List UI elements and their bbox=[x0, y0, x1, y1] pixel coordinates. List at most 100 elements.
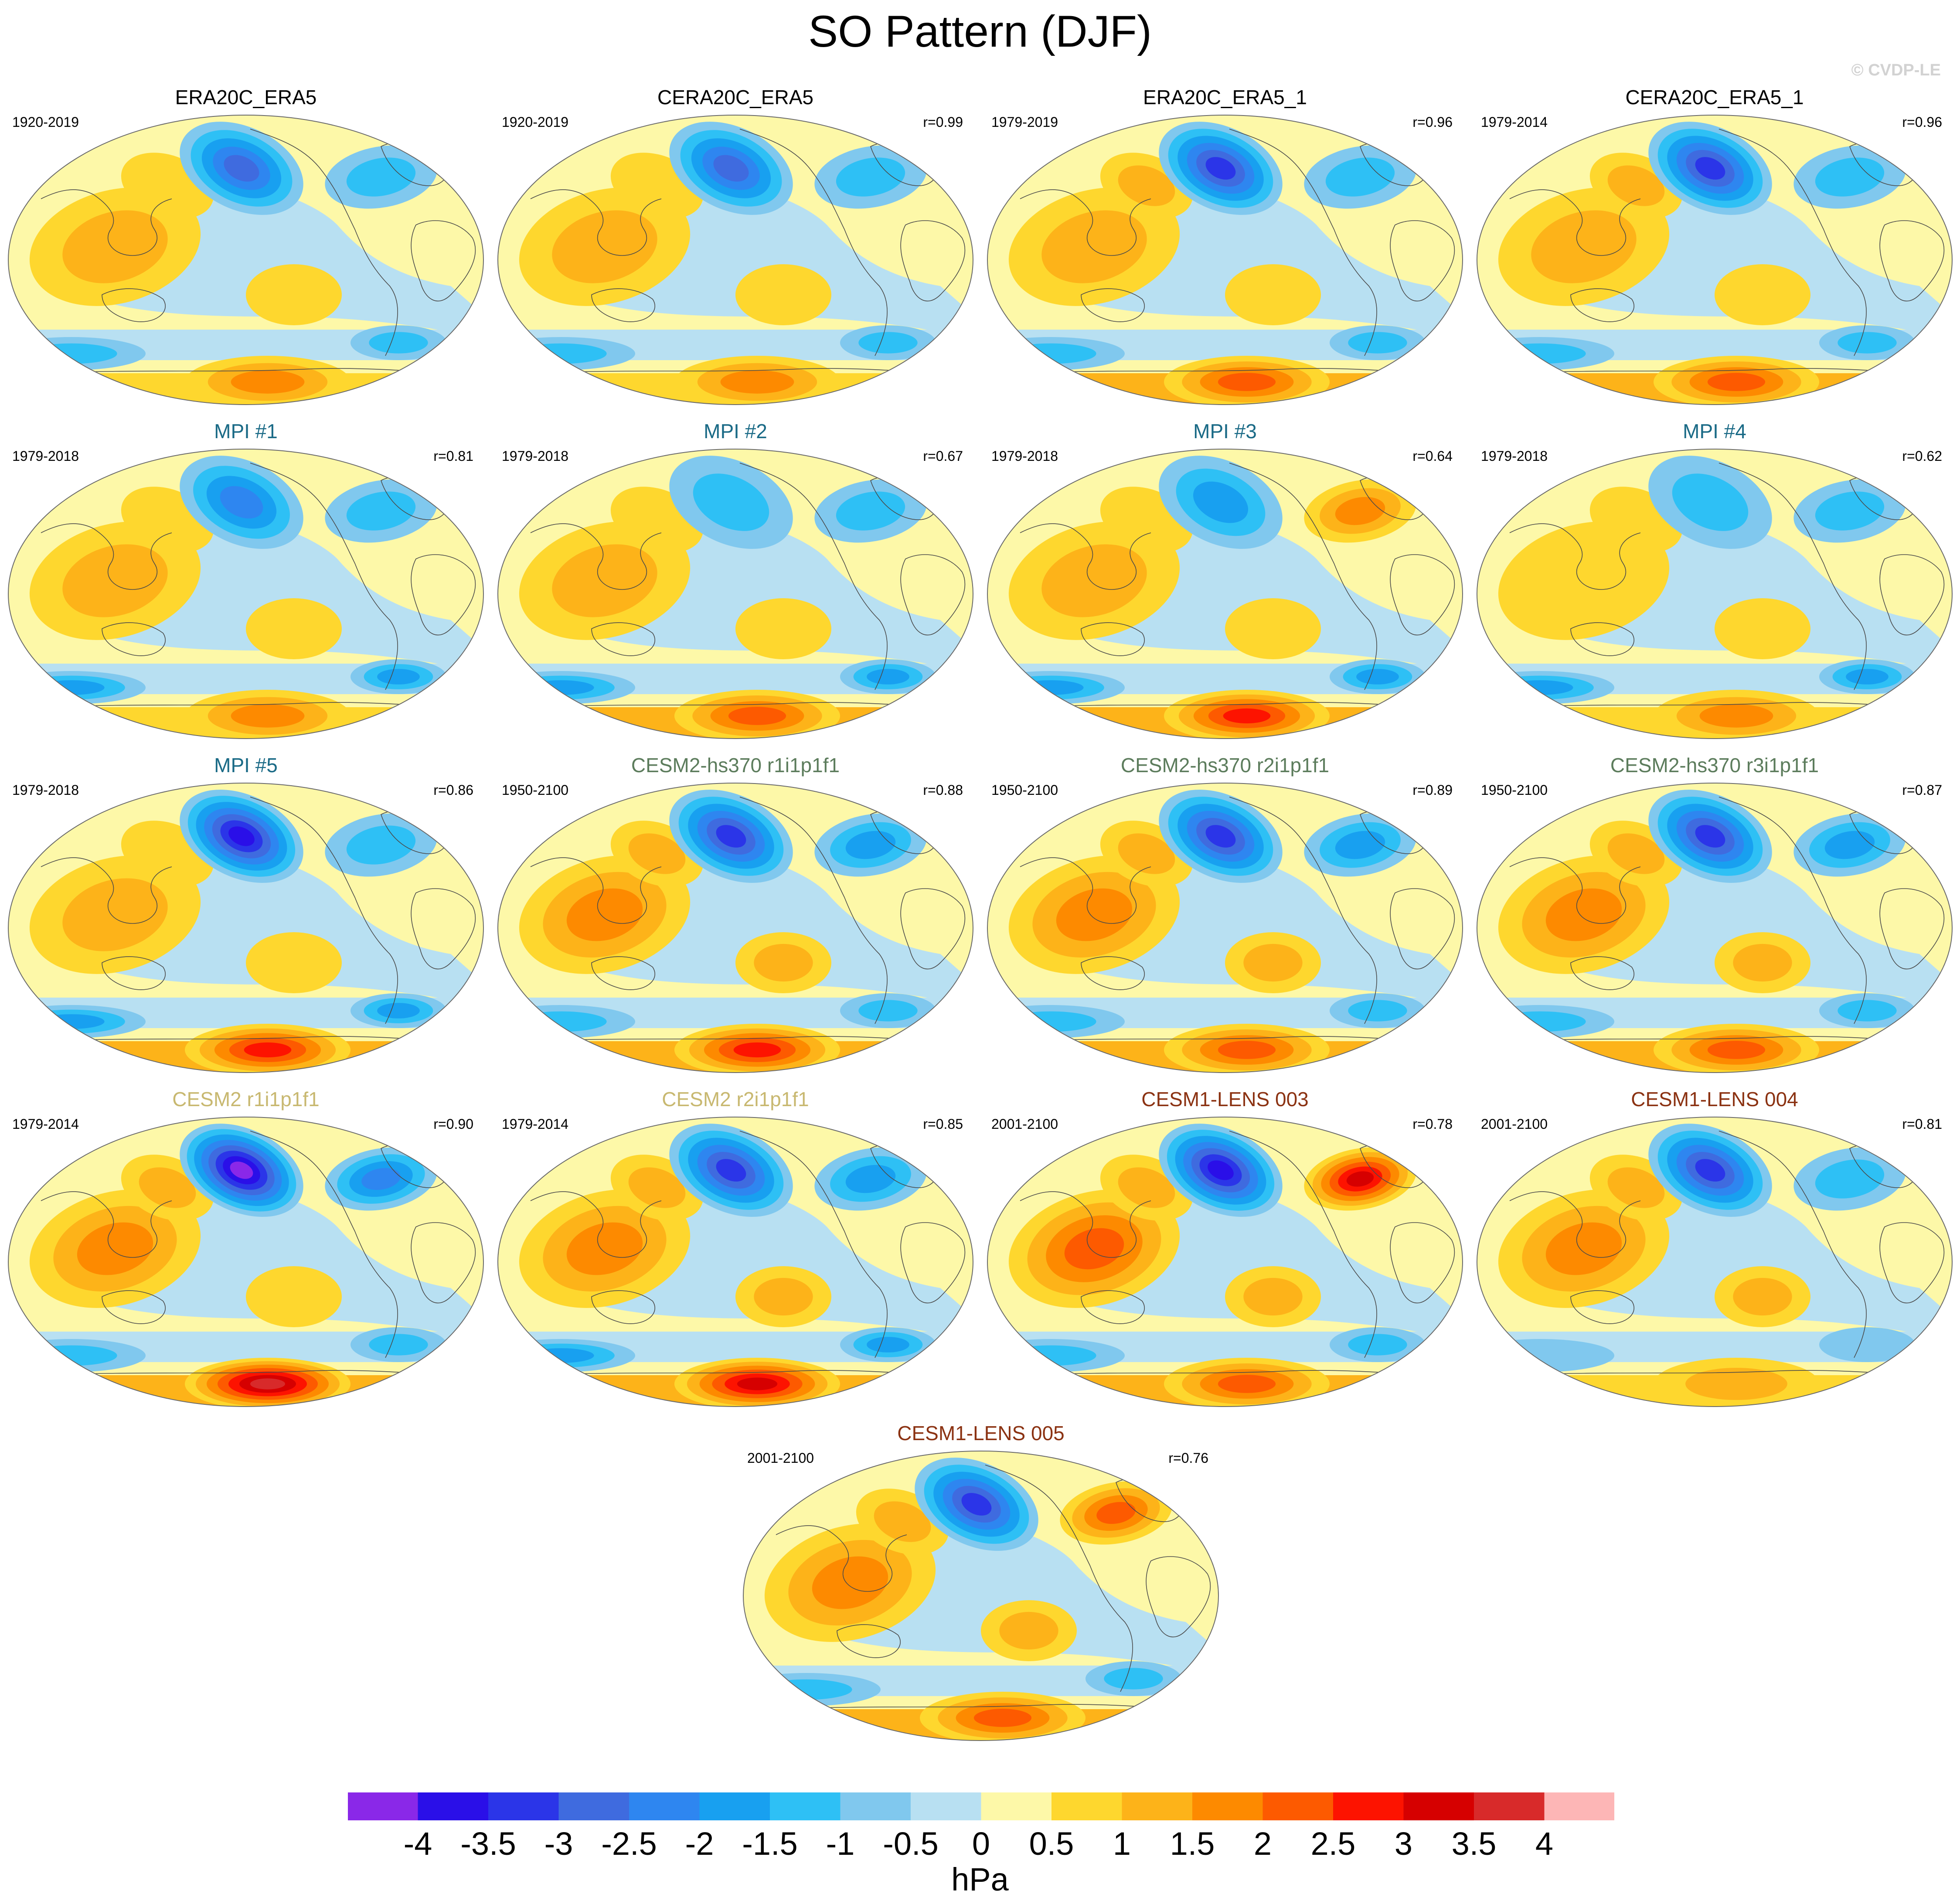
map-panel: ERA20C_ERA5 1920-2019 bbox=[6, 85, 486, 410]
colorbar-tick-label: -1.5 bbox=[742, 1826, 798, 1862]
map-panel: CESM2-hs370 r2i1p1f1 1950-2100 r=0.89 bbox=[985, 753, 1465, 1078]
panel-years: 1950-2100 bbox=[502, 782, 569, 798]
maritime-high-contour bbox=[62, 210, 168, 283]
page-title: SO Pattern (DJF) bbox=[808, 7, 1152, 56]
panel-title: CESM2-hs370 r2i1p1f1 bbox=[1120, 754, 1330, 777]
panel-correlation: r=0.89 bbox=[1412, 782, 1453, 798]
tropical-high-contour bbox=[874, 1501, 931, 1542]
maritime-high-contour bbox=[1545, 888, 1622, 941]
panel-years: 1979-2018 bbox=[502, 448, 569, 464]
field-layer bbox=[498, 115, 973, 405]
southern-low-east-contour bbox=[377, 669, 420, 685]
map-outline bbox=[987, 449, 1463, 739]
map-outline bbox=[8, 449, 484, 739]
panel-title: MPI #3 bbox=[1193, 420, 1257, 443]
north-atlantic-center-contour bbox=[836, 157, 905, 197]
coastline bbox=[1020, 857, 1151, 924]
colorbar-swatch bbox=[840, 1792, 911, 1821]
colorbar-swatch bbox=[1474, 1792, 1545, 1821]
coastline bbox=[530, 1191, 662, 1258]
coastline bbox=[1718, 1131, 1867, 1358]
southern-low-east-contour bbox=[858, 332, 918, 354]
south-pacific-high-contour bbox=[1225, 264, 1321, 325]
map-panel: CESM2-hs370 r1i1p1f1 1950-2100 r=0.88 bbox=[496, 753, 975, 1078]
southern-low-west-contour bbox=[761, 1679, 852, 1700]
coastline bbox=[900, 1222, 966, 1304]
southern-low-east-contour bbox=[1838, 1000, 1897, 1022]
maritime-high-contour bbox=[1041, 544, 1147, 617]
coastline bbox=[1570, 288, 1635, 322]
coastline bbox=[1229, 797, 1377, 1024]
coastline bbox=[41, 1191, 172, 1258]
coastline bbox=[837, 1624, 901, 1658]
aleutian-low-contour bbox=[1695, 1159, 1725, 1182]
colorbar-unit-label: hPa bbox=[951, 1861, 1009, 1898]
southern-low-east-contour bbox=[867, 1337, 909, 1353]
colorbar-tick-label: 3.5 bbox=[1451, 1826, 1497, 1862]
maritime-high-contour bbox=[62, 544, 168, 617]
map bbox=[8, 783, 484, 1073]
southern-low-east-contour bbox=[1348, 1334, 1407, 1356]
maritime-high-contour bbox=[1545, 1222, 1622, 1275]
north-atlantic-center-contour bbox=[845, 1165, 896, 1193]
south-pacific-high-contour bbox=[1225, 598, 1321, 659]
field-layer bbox=[987, 783, 1463, 1073]
map-outline bbox=[987, 115, 1463, 405]
coastline bbox=[1718, 129, 1867, 356]
tropical-high-contour bbox=[1607, 1167, 1665, 1208]
map bbox=[1477, 783, 1953, 1073]
south-pacific-high-contour bbox=[1733, 944, 1792, 982]
map bbox=[987, 449, 1463, 739]
maritime-high-contour bbox=[552, 544, 657, 617]
colorbar bbox=[347, 1792, 1615, 1821]
coastline bbox=[1509, 189, 1641, 256]
panel-years: 1920-2019 bbox=[12, 114, 79, 130]
coastline bbox=[530, 857, 662, 924]
panel-years: 1979-2018 bbox=[991, 448, 1058, 464]
panel-title: CESM1-LENS 005 bbox=[897, 1422, 1065, 1444]
coastline bbox=[591, 288, 656, 322]
coastline bbox=[900, 554, 966, 636]
map-outline bbox=[497, 449, 973, 739]
maritime-high-contour bbox=[1056, 888, 1133, 941]
coastline bbox=[41, 189, 172, 256]
maritime-high-contour bbox=[1498, 521, 1670, 640]
map bbox=[1477, 1117, 1953, 1407]
south-pacific-high-contour bbox=[735, 264, 831, 325]
coastline bbox=[1879, 1222, 1945, 1304]
antarctic-high-contour bbox=[244, 1042, 292, 1058]
colorbar-tick-label: -4 bbox=[403, 1826, 432, 1862]
southern-low-west-contour bbox=[1494, 1011, 1586, 1032]
coastline bbox=[250, 1131, 398, 1358]
field-layer bbox=[8, 449, 483, 739]
tropical-high-contour bbox=[628, 1167, 686, 1208]
map bbox=[987, 783, 1463, 1073]
coastline bbox=[250, 129, 398, 356]
panel-correlation: r=0.87 bbox=[1902, 782, 1942, 798]
coastline bbox=[591, 956, 656, 990]
aleutian-low-contour bbox=[961, 1493, 992, 1516]
map-outline bbox=[1477, 449, 1953, 739]
southern-low-east-contour bbox=[369, 1334, 428, 1356]
map bbox=[987, 115, 1463, 405]
panel-title: ERA20C_ERA5 bbox=[175, 86, 317, 109]
field-layer bbox=[8, 115, 483, 405]
watermark: © CVDP-LE bbox=[1851, 61, 1941, 79]
coastline bbox=[1509, 857, 1641, 924]
panel-correlation: r=0.90 bbox=[433, 1116, 473, 1132]
panel-correlation: r=0.96 bbox=[1902, 114, 1942, 130]
north-atlantic-center-contour bbox=[836, 491, 905, 531]
panel-years: 2001-2100 bbox=[991, 1116, 1058, 1132]
coastline bbox=[1390, 220, 1455, 302]
map-panel: CESM1-LENS 004 2001-2100 r=0.81 bbox=[1475, 1087, 1954, 1412]
north-atlantic-center-contour bbox=[1815, 491, 1885, 531]
coastline bbox=[1229, 463, 1377, 690]
antarctic-high-contour bbox=[1218, 1041, 1276, 1059]
panel-correlation: r=0.62 bbox=[1902, 448, 1942, 464]
field-layer bbox=[743, 1451, 1218, 1741]
colorbar-swatch bbox=[699, 1792, 770, 1821]
map-outline bbox=[743, 1451, 1219, 1741]
antarctic-high-contour bbox=[720, 370, 794, 394]
map bbox=[8, 449, 484, 739]
colorbar-tick-label: 1 bbox=[1113, 1826, 1131, 1862]
